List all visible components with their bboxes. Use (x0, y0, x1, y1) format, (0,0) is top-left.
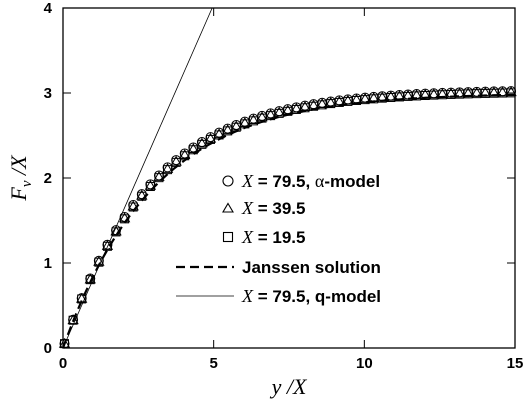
y-axis-label: Fv /X (6, 154, 35, 202)
legend-label: X = 19.5 (241, 227, 305, 247)
alpha-model-point (119, 211, 130, 222)
alpha-model-point (506, 86, 517, 97)
legend-item-x-19-5: X = 19.5 (222, 227, 305, 247)
alpha-model-point (231, 119, 242, 130)
alpha-model-point (222, 123, 233, 134)
y-tick-label: 4 (44, 0, 53, 17)
alpha-model-point (85, 273, 96, 284)
x-39-5-point (196, 137, 208, 148)
legend-square-marker (222, 231, 234, 243)
alpha-model-point (171, 155, 182, 166)
legend-triangle-marker (222, 202, 234, 213)
alpha-model-point (145, 179, 156, 190)
legend-item-x-39-5: X = 39.5 (222, 198, 305, 218)
alpha-model-point (153, 170, 164, 181)
plot-area (58, 7, 517, 349)
axis-ticks: 0 5 10 15 0 1 2 3 4 (44, 0, 524, 372)
alpha-model-point (179, 148, 190, 159)
x-tick-label: 5 (209, 355, 217, 372)
x-39-5-point (67, 314, 79, 325)
legend-label: Janssen solution (242, 258, 381, 277)
y-tick-label: 2 (44, 170, 52, 187)
alpha-model-point (162, 162, 173, 173)
x-39-5-point (170, 155, 182, 166)
y-tick-label: 0 (44, 340, 52, 357)
legend-circle-marker (222, 175, 234, 187)
y-tick-label: 3 (44, 85, 52, 102)
alpha-model-point (128, 199, 139, 210)
alpha-model-point (76, 293, 87, 304)
x-39-5-point (179, 149, 191, 159)
x-tick-label: 0 (59, 355, 67, 372)
alpha-model-point (214, 127, 225, 138)
q-model-line (62, 7, 213, 349)
legend: X = 79.5, α-model X = 39.5 X = 19.5 Jans… (176, 171, 381, 306)
alpha-model-point (205, 132, 216, 143)
alpha-model-point (68, 314, 79, 325)
legend-item-q-model: X = 79.5, q-model (176, 286, 381, 306)
alpha-model-point (111, 225, 122, 236)
legend-label: X = 79.5, α-model (241, 171, 380, 191)
alpha-model-point (136, 189, 147, 200)
x-tick-label: 10 (356, 355, 373, 372)
alpha-model-point (196, 137, 207, 148)
alpha-model-point (102, 239, 113, 250)
y-tick-label: 1 (44, 255, 52, 272)
x-axis-label: y /X (270, 374, 308, 399)
legend-item-janssen: Janssen solution (176, 258, 381, 277)
alpha-model-point (239, 116, 250, 127)
x-39-5-point (58, 337, 71, 348)
x-39-5-point (187, 143, 199, 153)
legend-label: X = 39.5 (241, 198, 305, 218)
alpha-model-point (59, 338, 70, 349)
janssen-curve (61, 93, 516, 349)
alpha-model-point (93, 255, 104, 266)
x-39-5-point (161, 162, 174, 173)
legend-label: X = 79.5, q-model (241, 286, 381, 306)
legend-item-alpha-model: X = 79.5, α-model (222, 171, 380, 191)
alpha-model-point (188, 142, 199, 153)
x-tick-label: 15 (507, 355, 524, 372)
